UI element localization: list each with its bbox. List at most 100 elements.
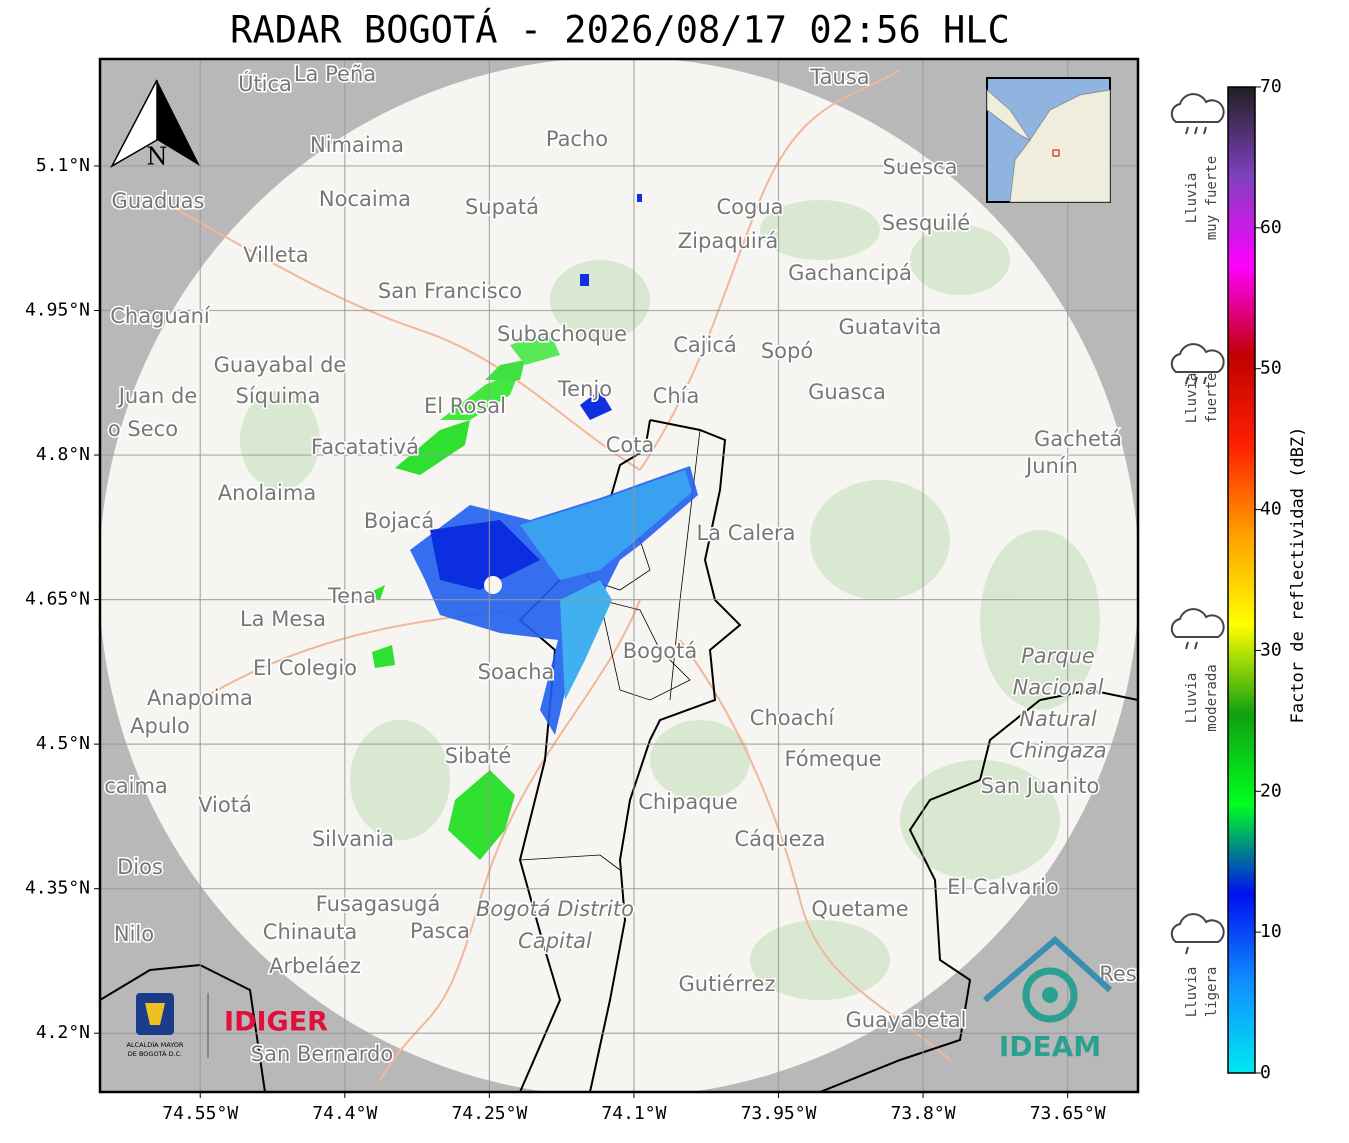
alcaldia-text: ALCALDÍA MAYOR — [127, 1040, 184, 1049]
place-label: Nilo — [114, 922, 154, 946]
place-label: Cajicá — [673, 333, 737, 357]
place-label: Junín — [1024, 454, 1078, 478]
north-label: N — [147, 143, 168, 171]
place-labels: Útica La Peña Tausa Pacho Nimaima Guaduas Noca… — [103, 61, 1138, 1068]
place-label: Sopó — [761, 339, 813, 363]
place-label: Tena — [327, 584, 376, 608]
place-label: Supatá — [465, 195, 539, 219]
lat-tick-label: 4.35°N — [25, 878, 90, 899]
lon-tick-label: 74.4°W — [312, 1103, 377, 1124]
rain-drop — [1203, 376, 1207, 385]
colorbar-tick-label: 0 — [1260, 1062, 1271, 1083]
vegetation — [240, 200, 1100, 1000]
map-frame — [98, 57, 1140, 1094]
place-label: Chipaque — [638, 790, 738, 814]
place-label: La Mesa — [240, 607, 326, 631]
colorbar-tick-label: 30 — [1260, 639, 1282, 660]
place-label: caima — [104, 774, 168, 798]
park-label: Natural — [1019, 707, 1097, 731]
place-label: Chaguaní — [110, 304, 211, 328]
place-label: Gachancipá — [788, 261, 912, 285]
legend-label: Lluvia — [1184, 673, 1200, 724]
axis-ticks: 5.1°N 4.95°N 4.8°N 4.65°N 4.5°N 4.35°N 4.2°N 74… — [25, 155, 1106, 1124]
place-label: Útica — [238, 71, 292, 96]
rain-drop — [1185, 126, 1189, 135]
place-label: Bojacá — [364, 509, 434, 533]
lon-tick-label: 73.65°W — [1030, 1103, 1106, 1124]
colorbar-tick-label: 50 — [1260, 358, 1282, 379]
place-label: San Francisco — [378, 279, 522, 303]
place-label: Choachí — [750, 706, 836, 730]
grid — [100, 59, 1138, 1092]
place-label: Chinauta — [263, 920, 357, 944]
place-label: San Juanito — [981, 774, 1100, 798]
place-label: Cota — [606, 433, 655, 457]
place-label: La Calera — [696, 521, 795, 545]
colorbar-tick-label: 10 — [1260, 921, 1282, 942]
place-label: Fusagasugá — [316, 892, 441, 916]
rain-drop — [1185, 946, 1189, 955]
place-label: Tenjo — [557, 377, 612, 401]
cloud-icon — [1170, 93, 1225, 123]
alcaldia-logo: ALCALDÍA MAYOR DE BOGOTÁ D.C. IDIGER — [127, 993, 328, 1058]
place-label: Fómeque — [784, 747, 881, 771]
place-label: El Calvario — [947, 875, 1059, 899]
lat-tick-label: 4.8°N — [36, 444, 90, 465]
place-label: Síquima — [236, 384, 321, 408]
colorbar-tick-label: 20 — [1260, 780, 1282, 801]
place-label: Bogotá — [623, 639, 698, 663]
rain-drop — [1194, 376, 1198, 385]
cloud-icon — [1170, 608, 1225, 638]
lat-tick-label: 4.95°N — [25, 300, 90, 321]
place-label: Juan de — [117, 384, 198, 408]
rain-drop — [1185, 641, 1189, 650]
place-label: Sibaté — [445, 744, 512, 768]
lon-tick-label: 74.25°W — [451, 1103, 527, 1124]
idiger-logo: IDIGER — [224, 1007, 328, 1038]
place-label: Pacho — [546, 127, 608, 151]
place-label: Guayabetal — [846, 1008, 967, 1032]
place-label: o Seco — [108, 417, 178, 441]
legend-label: ligera — [1204, 967, 1220, 1018]
colorbar-ticks: 0 10 20 30 40 50 60 70 — [1255, 76, 1282, 1083]
place-label: Silvania — [312, 827, 394, 851]
place-label: Anapoima — [147, 686, 253, 710]
legend-label: moderada — [1204, 664, 1220, 731]
place-label: Guayabal de — [214, 353, 347, 377]
park-label: Nacional — [1013, 676, 1104, 700]
place-label: Quetame — [811, 897, 908, 921]
inset-map — [986, 77, 1111, 203]
place-label: Guatavita — [839, 315, 942, 339]
place-label: Cáqueza — [735, 827, 826, 851]
colorbar-tick-label: 40 — [1260, 499, 1282, 520]
legend-label: Lluvia — [1184, 967, 1200, 1018]
district-label: Capital — [518, 929, 592, 953]
lat-tick-label: 4.2°N — [36, 1022, 90, 1043]
place-label: Tausa — [809, 65, 869, 89]
ideam-logo: IDEAM — [983, 935, 1113, 1063]
lon-tick-label: 74.1°W — [601, 1103, 666, 1124]
place-label: El Colegio — [253, 656, 357, 680]
legend-label: fuerte — [1204, 373, 1220, 424]
place-label: Nocaima — [319, 187, 411, 211]
place-label: San Bernardo — [251, 1042, 393, 1066]
rain-drop — [1185, 376, 1189, 385]
legend-label: Lluvia — [1184, 373, 1200, 424]
lon-tick-label: 73.8°W — [891, 1103, 956, 1124]
district-label: Bogotá Distrito — [476, 897, 634, 921]
place-label: Gachetá — [1034, 427, 1122, 451]
place-label: Nimaima — [310, 133, 404, 157]
place-label: Viotá — [198, 793, 252, 817]
park-label: Parque — [1021, 644, 1095, 668]
place-label: Suesca — [883, 155, 958, 179]
cloud-icon — [1170, 913, 1225, 943]
place-label: Pasca — [410, 919, 470, 943]
place-label: La Peña — [294, 62, 376, 86]
rain-drop — [1194, 126, 1198, 135]
rain-drop — [1203, 126, 1207, 135]
north-arrow: N — [110, 79, 200, 171]
lon-tick-label: 73.95°W — [741, 1103, 817, 1124]
park-label: Chingaza — [1009, 739, 1106, 763]
place-label: Anolaima — [218, 481, 316, 505]
